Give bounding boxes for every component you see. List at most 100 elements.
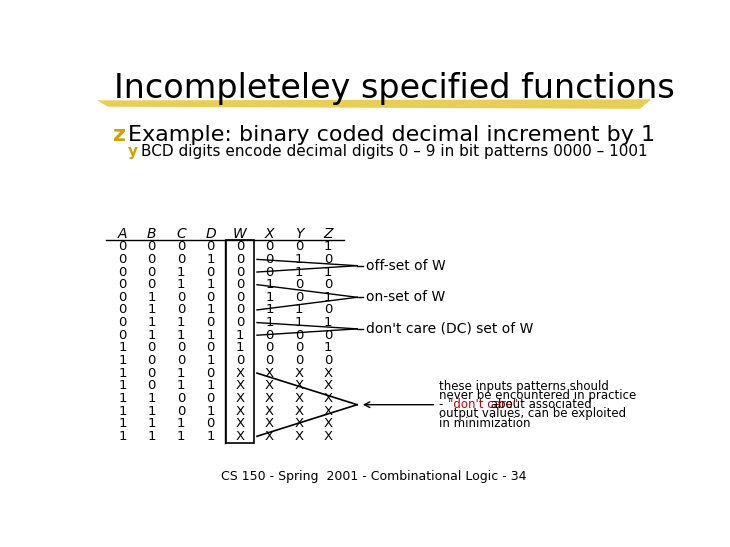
Text: X: X: [323, 366, 333, 380]
Text: 1: 1: [177, 265, 185, 278]
Text: X: X: [236, 405, 245, 417]
Text: 0: 0: [177, 253, 185, 266]
Text: 1: 1: [177, 430, 185, 443]
Text: 0: 0: [118, 316, 126, 329]
Text: 0: 0: [236, 278, 245, 291]
Text: X: X: [323, 379, 333, 392]
Text: don't care (DC) set of W: don't care (DC) set of W: [366, 322, 533, 336]
Text: X: X: [323, 430, 333, 443]
Text: 0: 0: [207, 316, 215, 329]
Text: 1: 1: [147, 405, 156, 417]
Text: Y: Y: [295, 227, 303, 241]
Text: X: X: [265, 405, 274, 417]
Text: 0: 0: [236, 316, 245, 329]
Text: X: X: [294, 430, 304, 443]
Text: 0: 0: [147, 278, 156, 291]
Text: X: X: [265, 430, 274, 443]
Text: 0: 0: [295, 278, 303, 291]
Text: 0: 0: [177, 291, 185, 304]
Text: output values, can be exploited: output values, can be exploited: [439, 408, 626, 421]
Text: X: X: [294, 392, 304, 405]
Text: 1: 1: [207, 405, 215, 417]
Text: 1: 1: [265, 304, 274, 316]
Text: X: X: [236, 417, 245, 430]
Text: z: z: [112, 125, 126, 145]
Text: X: X: [294, 379, 304, 392]
Text: off-set of W: off-set of W: [366, 259, 445, 273]
Text: 1: 1: [295, 265, 303, 278]
Text: 1: 1: [118, 392, 126, 405]
Text: 1: 1: [324, 240, 333, 253]
Text: 1: 1: [147, 291, 156, 304]
Text: 0: 0: [118, 240, 126, 253]
Text: X: X: [265, 417, 274, 430]
Text: 0: 0: [118, 278, 126, 291]
Text: 1: 1: [177, 379, 185, 392]
Text: 1: 1: [236, 329, 245, 342]
Text: 1: 1: [295, 304, 303, 316]
Text: 0: 0: [236, 304, 245, 316]
Text: 0: 0: [236, 240, 245, 253]
Text: W: W: [233, 227, 247, 241]
Text: 0: 0: [177, 341, 185, 354]
Text: 0: 0: [177, 392, 185, 405]
Text: 0: 0: [265, 253, 274, 266]
Text: X: X: [294, 366, 304, 380]
Text: 0: 0: [324, 304, 332, 316]
Text: 0: 0: [295, 329, 303, 342]
Text: 1: 1: [324, 316, 333, 329]
Text: 0: 0: [207, 291, 215, 304]
Text: X: X: [265, 227, 274, 241]
Text: 1: 1: [207, 278, 215, 291]
Text: X: X: [294, 405, 304, 417]
Text: 0: 0: [295, 341, 303, 354]
Text: 0: 0: [236, 354, 245, 367]
Text: BCD digits encode decimal digits 0 – 9 in bit patterns 0000 – 1001: BCD digits encode decimal digits 0 – 9 i…: [141, 144, 648, 160]
Text: 0: 0: [118, 291, 126, 304]
Text: B: B: [147, 227, 156, 241]
Text: 1: 1: [118, 354, 126, 367]
Text: 0: 0: [265, 354, 274, 367]
Text: X: X: [323, 417, 333, 430]
Text: 1: 1: [207, 379, 215, 392]
Text: 0: 0: [147, 341, 156, 354]
Text: X: X: [265, 392, 274, 405]
Text: 1: 1: [118, 341, 126, 354]
Text: 0: 0: [147, 366, 156, 380]
Text: 0: 0: [265, 240, 274, 253]
Text: X: X: [265, 366, 274, 380]
Text: 1: 1: [147, 304, 156, 316]
Text: X: X: [323, 405, 333, 417]
Text: X: X: [236, 392, 245, 405]
Text: 0: 0: [324, 329, 332, 342]
Text: 0: 0: [295, 354, 303, 367]
Text: 0: 0: [207, 417, 215, 430]
Text: -: -: [439, 398, 447, 411]
Text: 1: 1: [147, 430, 156, 443]
Text: X: X: [294, 417, 304, 430]
Text: 1: 1: [118, 379, 126, 392]
Text: 0: 0: [207, 366, 215, 380]
Text: on-set of W: on-set of W: [366, 290, 445, 304]
Text: 1: 1: [147, 417, 156, 430]
Text: 0: 0: [147, 253, 156, 266]
Text: 1: 1: [207, 354, 215, 367]
Text: 1: 1: [265, 316, 274, 329]
Text: 0: 0: [147, 240, 156, 253]
Text: X: X: [236, 379, 245, 392]
Text: 0: 0: [177, 405, 185, 417]
Text: X: X: [323, 392, 333, 405]
Text: 1: 1: [177, 316, 185, 329]
Text: 0: 0: [324, 278, 332, 291]
Text: 0: 0: [177, 240, 185, 253]
Text: 1: 1: [236, 341, 245, 354]
Text: 0: 0: [207, 341, 215, 354]
Text: 1: 1: [147, 316, 156, 329]
Polygon shape: [97, 100, 651, 109]
Text: CS 150 - Spring  2001 - Combinational Logic - 34: CS 150 - Spring 2001 - Combinational Log…: [221, 470, 527, 483]
Text: 0: 0: [118, 253, 126, 266]
Text: 0: 0: [295, 291, 303, 304]
Text: y: y: [128, 144, 138, 160]
Text: X: X: [265, 379, 274, 392]
Text: these inputs patterns should: these inputs patterns should: [439, 380, 609, 393]
